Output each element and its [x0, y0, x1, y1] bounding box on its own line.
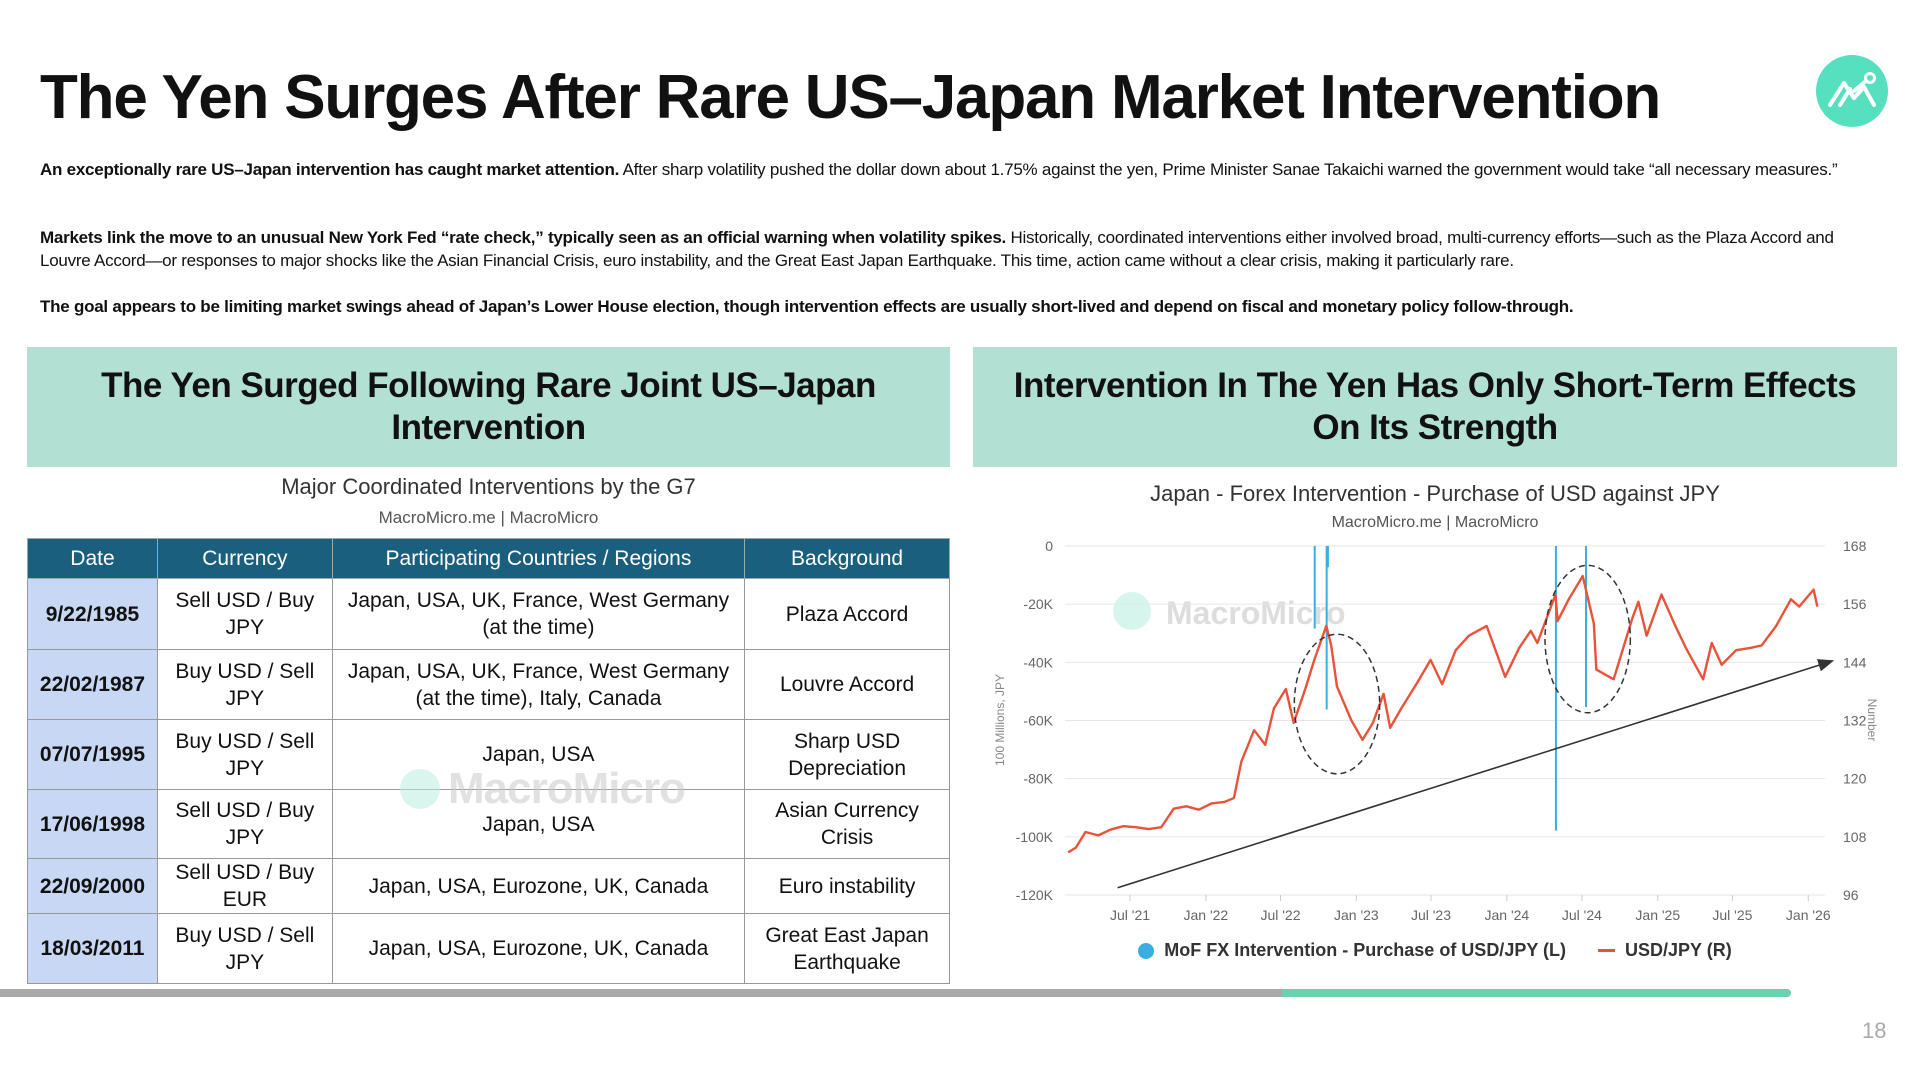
cell-countries: Japan, USA, UK, France, West Germany (at…	[331, 649, 746, 720]
cell-background: Asian Currency Crisis	[744, 789, 950, 859]
cell-currency: Buy USD / Sell JPY	[156, 719, 333, 790]
cell-date: 07/07/1995	[27, 719, 158, 790]
table-row: 18/03/2011 Buy USD / Sell JPY Japan, USA, …	[27, 913, 950, 984]
column-header-currency: Currency	[156, 538, 333, 579]
cell-background: Sharp USD Depreciation	[744, 719, 950, 790]
chart-subtitle: MacroMicro.me | MacroMicro	[1332, 514, 1539, 531]
watermark-logo-icon	[400, 769, 440, 809]
x-axis-tick-label: Jul '22	[1260, 907, 1300, 923]
table-watermark: MacroMicro	[400, 764, 686, 813]
cell-countries: Japan, USA, Eurozone, UK, Canada	[331, 858, 746, 914]
table-row: 07/07/1995 Buy USD / Sell JPY Japan, USA Sh…	[27, 719, 950, 790]
table-row: 22/09/2000 Sell USD / Buy EUR Japan, USA, …	[27, 858, 950, 914]
macromicro-logo-icon	[1816, 55, 1888, 127]
paragraph-1-body: After sharp volatility pushed the dollar…	[619, 160, 1838, 179]
right-axis-tick-label: 96	[1843, 887, 1859, 903]
trend-arrow	[1117, 659, 1835, 889]
cell-background: Louvre Accord	[744, 649, 950, 720]
x-axis-tick-label: Jul '24	[1562, 907, 1602, 923]
paragraph-1: An exceptionally rare US–Japan intervent…	[40, 158, 1885, 181]
right-axis-tick-label: 156	[1843, 596, 1867, 612]
right-axis-tick-label: 120	[1843, 771, 1867, 787]
cell-countries: Japan, USA, Eurozone, UK, Canada	[331, 913, 746, 984]
left-axis-tick-label: -20K	[1023, 596, 1053, 612]
right-axis-tick-label: 108	[1843, 829, 1867, 845]
right-axis-tick-label: 144	[1843, 654, 1867, 670]
paragraph-2-lead: Markets link the move to an unusual New …	[40, 228, 1007, 247]
x-axis-tick-label: Jul '21	[1110, 907, 1150, 923]
table-source: MacroMicro.me | MacroMicro	[378, 508, 599, 527]
cell-date: 22/02/1987	[27, 649, 158, 720]
left-axis-tick-label: -80K	[1023, 771, 1053, 787]
right-axis-title: Number	[1865, 699, 1879, 742]
cell-date: 18/03/2011	[27, 913, 158, 984]
dashed-ellipse-annotation	[1544, 564, 1632, 714]
table-row: 17/06/1998 Sell USD / Buy JPY Japan, USA As…	[27, 789, 950, 859]
x-axis-tick-label: Jul '25	[1712, 907, 1752, 923]
left-axis-tick-label: -40K	[1023, 654, 1053, 670]
cell-background: Euro instability	[744, 858, 950, 914]
x-axis-tick-label: Jan '26	[1786, 907, 1831, 923]
legend-label-intervention: MoF FX Intervention - Purchase of USD/JP…	[1164, 940, 1566, 960]
legend-label-usdjpy: USD/JPY (R)	[1625, 940, 1732, 960]
left-axis-tick-label: -120K	[1016, 887, 1054, 903]
watermark-text: MacroMicro	[448, 764, 686, 813]
left-panel-heading: The Yen Surged Following Rare Joint US–J…	[27, 347, 950, 467]
x-axis-tick-label: Jan '23	[1334, 907, 1379, 923]
chart-watermark: MacroMicro	[1166, 595, 1346, 631]
interventions-table: Date Currency Participating Countries / …	[27, 538, 950, 984]
cell-currency: Buy USD / Sell JPY	[156, 649, 333, 720]
cell-countries: Japan, USA, UK, France, West Germany (at…	[331, 578, 746, 650]
usdjpy-line	[1067, 574, 1819, 854]
table-row: 22/02/1987 Buy USD / Sell JPY Japan, USA, …	[27, 649, 950, 720]
right-axis-tick-label: 168	[1843, 538, 1867, 554]
cell-date: 17/06/1998	[27, 789, 158, 859]
table-row: 9/22/1985 Sell USD / Buy JPY Japan, USA, U…	[27, 578, 950, 650]
chart-legend: MoF FX Intervention - Purchase of USD/JP…	[973, 940, 1897, 961]
legend-marker-usdjpy	[1598, 949, 1615, 952]
page-title: The Yen Surges After Rare US–Japan Marke…	[40, 63, 1661, 132]
cell-currency: Sell USD / Buy JPY	[156, 789, 333, 859]
table-title: Major Coordinated Interventions by the G…	[281, 474, 696, 499]
cell-date: 22/09/2000	[27, 858, 158, 914]
cell-currency: Buy USD / Sell JPY	[156, 913, 333, 984]
table-header-row: Date Currency Participating Countries / …	[27, 538, 950, 579]
cell-background: Plaza Accord	[744, 578, 950, 650]
dashed-ellipse-annotation	[1293, 633, 1381, 775]
forex-intervention-chart: Japan - Forex Intervention - Purchase of…	[993, 481, 1879, 923]
page-number: 18	[1862, 1018, 1887, 1043]
left-axis-title: 100 Millions, JPY	[993, 674, 1007, 766]
progress-bar-fill	[1282, 989, 1791, 997]
cell-currency: Sell USD / Buy JPY	[156, 578, 333, 650]
chart-watermark-logo-icon	[1113, 592, 1151, 630]
cell-date: 9/22/1985	[27, 578, 158, 650]
paragraph-2-body: Historically, coordinated interventions …	[40, 228, 1834, 270]
column-header-countries: Participating Countries / Regions	[331, 538, 746, 579]
column-header-background: Background	[744, 538, 950, 579]
legend-marker-intervention	[1138, 942, 1155, 959]
left-axis-tick-label: 0	[1045, 538, 1053, 554]
right-panel-heading: Intervention In The Yen Has Only Short-T…	[973, 347, 1897, 467]
paragraph-1-lead: An exceptionally rare US–Japan intervent…	[40, 160, 620, 179]
x-axis-tick-label: Jul '23	[1411, 907, 1451, 923]
x-axis-tick-label: Jan '25	[1635, 907, 1680, 923]
x-axis-tick-label: Jan '24	[1485, 907, 1530, 923]
right-axis-tick-label: 132	[1843, 713, 1867, 729]
left-axis-tick-label: -100K	[1016, 829, 1054, 845]
paragraph-3: The goal appears to be limiting market s…	[40, 295, 1885, 318]
left-axis-tick-label: -60K	[1023, 713, 1053, 729]
paragraph-3-lead: The goal appears to be limiting market s…	[40, 297, 1574, 316]
cell-currency: Sell USD / Buy EUR	[156, 858, 333, 914]
paragraph-2: Markets link the move to an unusual New …	[40, 226, 1885, 272]
x-axis-tick-label: Jan '22	[1184, 907, 1229, 923]
column-header-date: Date	[27, 538, 158, 579]
chart-title: Japan - Forex Intervention - Purchase of…	[1150, 481, 1720, 506]
progress-bar-track	[0, 989, 1282, 997]
cell-background: Great East Japan Earthquake	[744, 913, 950, 984]
